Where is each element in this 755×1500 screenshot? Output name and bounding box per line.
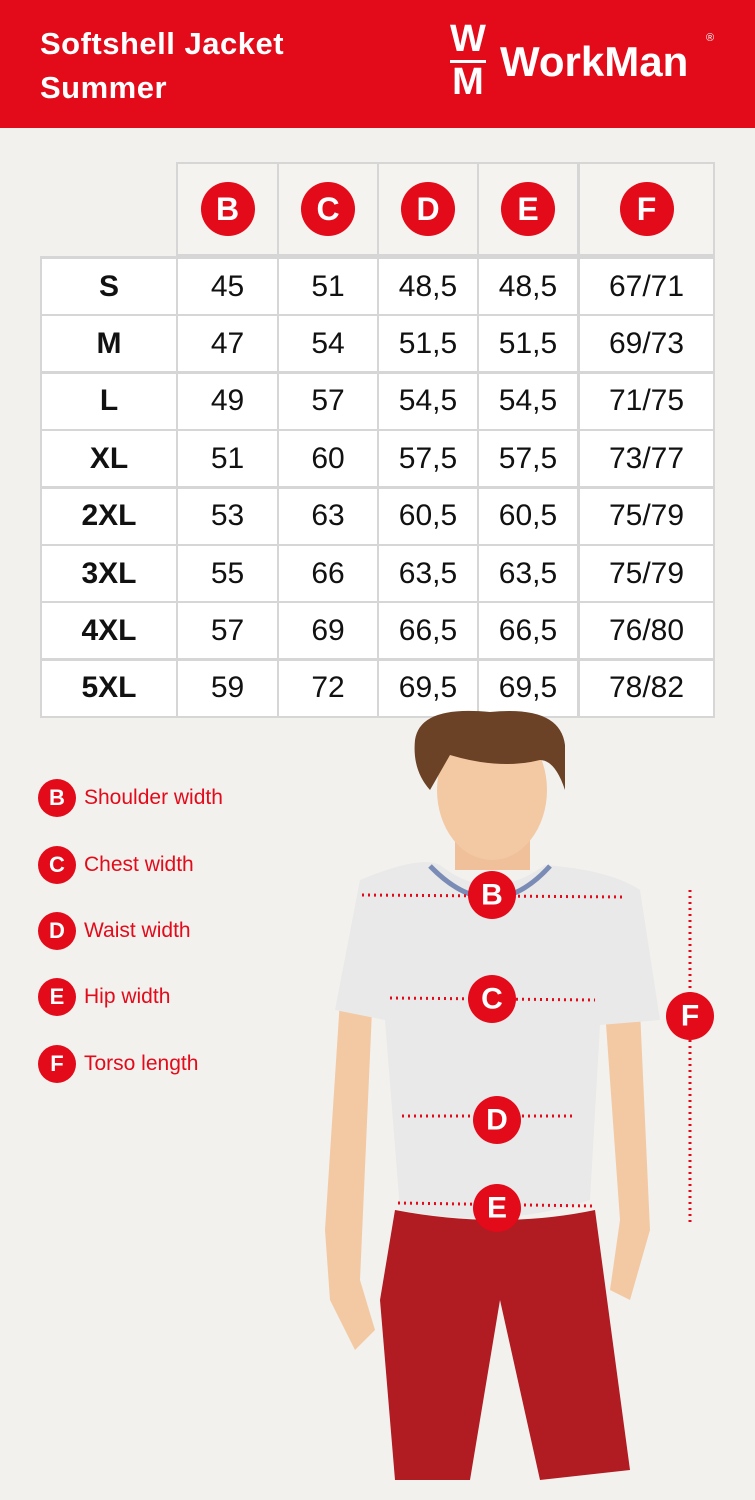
column-header: C <box>279 164 377 254</box>
table-cell: 75/79 <box>580 488 713 544</box>
logo-mark: W M <box>450 20 486 101</box>
figure-label: F <box>681 1000 699 1033</box>
table-cell: 54 <box>279 316 377 372</box>
table-cell: 60 <box>279 431 377 487</box>
table-cell: 75/79 <box>580 546 713 601</box>
column-badge: E <box>501 182 555 236</box>
table-cell: 60,5 <box>379 488 477 544</box>
column-badge: F <box>619 182 674 236</box>
table-cell: 51,5 <box>379 316 477 372</box>
figure-label: D <box>486 1104 508 1137</box>
table-cell: 63,5 <box>479 546 577 601</box>
size-label: S <box>42 259 176 314</box>
table-cell: 63 <box>279 488 377 544</box>
figure-label: E <box>487 1192 507 1225</box>
table-cell: 57 <box>178 603 277 659</box>
table-cell: 76/80 <box>580 603 713 659</box>
table-cell: 63,5 <box>379 546 477 601</box>
column-header: E <box>479 164 577 254</box>
legend-item: B Shoulder width <box>38 779 223 817</box>
table-cell: 48,5 <box>479 259 577 314</box>
column-badge: C <box>301 182 355 236</box>
table-cell: 69,5 <box>379 660 477 716</box>
table-cell: 47 <box>178 316 277 372</box>
logo-mark-r: ® <box>706 32 715 44</box>
legend-item: D Waist width <box>38 912 191 950</box>
size-label: XL <box>42 431 176 487</box>
table-cell: 54,5 <box>379 373 477 429</box>
table-cell: 60,5 <box>479 488 577 544</box>
logo-letter: W <box>450 18 486 60</box>
table-cell: 69,5 <box>479 660 577 716</box>
table-cell: 49 <box>178 373 277 429</box>
column-badge: B <box>200 182 255 236</box>
table-cell: 72 <box>279 660 377 716</box>
illustration <box>325 710 660 1480</box>
figure-label: C <box>481 983 503 1016</box>
size-label: 2XL <box>42 488 176 544</box>
legend-label: Shoulder width <box>84 786 223 809</box>
arrows <box>361 890 692 1225</box>
table-cell: 66,5 <box>379 603 477 659</box>
table-cell: 51 <box>178 431 277 487</box>
table-cell: 59 <box>178 660 277 716</box>
title: Softshell Jacket <box>40 26 285 61</box>
logo-name: WorkMan <box>500 38 689 85</box>
table-cell: 51 <box>279 259 377 314</box>
column-header: B <box>178 164 277 254</box>
table-cell: 71/75 <box>580 373 713 429</box>
legend-label: Waist width <box>84 919 191 942</box>
table-cell: 45 <box>178 259 277 314</box>
legend-item: C Chest width <box>38 846 194 884</box>
legend-label: Torso length <box>84 1052 199 1075</box>
table-cell: 69 <box>279 603 377 659</box>
table-cell: 53 <box>178 488 277 544</box>
table-cell: 51,5 <box>479 316 577 372</box>
size-label: 5XL <box>42 660 176 716</box>
table-cell: 67/71 <box>580 259 713 314</box>
legend-badge: F <box>38 1045 76 1083</box>
legend-badge: E <box>38 978 76 1016</box>
size-label: 4XL <box>42 603 176 659</box>
table-cell: 66 <box>279 546 377 601</box>
table-cell: 55 <box>178 546 277 601</box>
size-label: 3XL <box>42 546 176 601</box>
table-cell: 57,5 <box>479 431 577 487</box>
table-cell: 48,5 <box>379 259 477 314</box>
legend-badge: B <box>38 779 76 817</box>
table-cell: 78/82 <box>580 660 713 716</box>
size-table: B C D E F S 45 51 48,5 48,5 67/71 M 47 54 51,5 51,5 69/7… <box>40 162 715 718</box>
table-cell: 57 <box>279 373 377 429</box>
legend-badge: D <box>38 912 76 950</box>
size-label: M <box>42 316 176 372</box>
table-cell: 57,5 <box>379 431 477 487</box>
column-header: F <box>580 164 713 254</box>
figure-label: B <box>481 879 503 912</box>
legend-label: Chest width <box>84 853 194 876</box>
column-header: D <box>379 164 477 254</box>
table-cell: 66,5 <box>479 603 577 659</box>
title: Summer <box>40 70 168 105</box>
legend-badge: C <box>38 846 76 884</box>
legend-label: Hip width <box>84 985 171 1008</box>
labels: B C D E F <box>468 871 714 1232</box>
legend-item: E Hip width <box>38 978 170 1016</box>
logo-letter: M <box>450 60 486 101</box>
legend-item: F Torso length <box>38 1045 198 1083</box>
column-badge: D <box>401 182 455 236</box>
table-cell: 73/77 <box>580 431 713 487</box>
table-cell: 69/73 <box>580 316 713 372</box>
table-cell: 54,5 <box>479 373 577 429</box>
header: Softshell Jacket Summer W M WorkMan ® <box>0 0 755 128</box>
size-label: L <box>42 373 176 429</box>
